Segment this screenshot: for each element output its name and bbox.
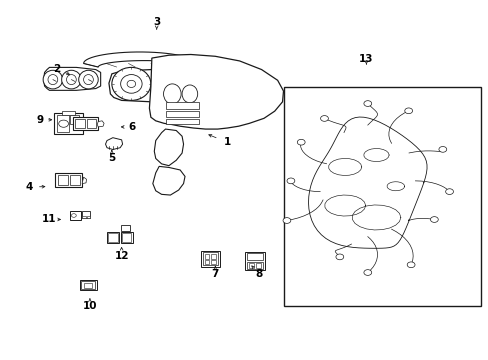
Text: 10: 10 [82, 301, 97, 311]
Circle shape [445, 189, 452, 194]
Text: 13: 13 [358, 54, 373, 64]
Text: 3: 3 [153, 17, 160, 27]
Text: 11: 11 [42, 215, 57, 224]
Ellipse shape [79, 70, 98, 89]
Text: 1: 1 [224, 138, 231, 147]
Circle shape [335, 254, 343, 260]
Bar [107, 232, 119, 243]
Circle shape [297, 139, 305, 145]
Bar [61, 111, 75, 116]
Text: 7: 7 [211, 269, 219, 279]
Circle shape [407, 262, 414, 267]
Bar [70, 211, 81, 220]
Bar [249, 263, 254, 268]
Bar [165, 119, 198, 125]
Bar [70, 175, 80, 185]
Circle shape [363, 101, 371, 107]
Polygon shape [109, 69, 195, 102]
Ellipse shape [43, 70, 62, 89]
Ellipse shape [121, 75, 142, 93]
Text: 9: 9 [36, 115, 43, 125]
Bar [55, 173, 82, 187]
Bar [86, 119, 96, 129]
Bar [284, 87, 480, 306]
Ellipse shape [162, 75, 182, 93]
Bar [211, 260, 216, 264]
Circle shape [363, 270, 371, 275]
Ellipse shape [83, 75, 93, 85]
Text: 4: 4 [25, 182, 33, 192]
Ellipse shape [127, 80, 135, 87]
Circle shape [320, 116, 328, 121]
Ellipse shape [66, 75, 76, 85]
Bar [247, 262, 263, 269]
Bar [73, 117, 98, 130]
Ellipse shape [182, 85, 197, 103]
Bar [108, 233, 118, 242]
Bar [200, 251, 220, 267]
Bar [58, 175, 68, 185]
Bar [81, 216, 86, 219]
Bar [54, 113, 82, 134]
Bar [204, 260, 209, 264]
Ellipse shape [48, 75, 58, 85]
Circle shape [438, 147, 446, 152]
Circle shape [71, 214, 76, 217]
Bar [247, 253, 263, 260]
Polygon shape [43, 67, 101, 90]
Bar [256, 263, 261, 268]
Circle shape [404, 108, 412, 114]
Bar [122, 233, 131, 242]
Polygon shape [83, 52, 195, 67]
Bar [70, 116, 79, 124]
Bar [75, 119, 84, 129]
Polygon shape [97, 121, 104, 127]
Bar [121, 232, 133, 243]
Polygon shape [149, 54, 283, 129]
Ellipse shape [112, 67, 151, 100]
Ellipse shape [168, 81, 176, 87]
Text: 5: 5 [108, 153, 115, 163]
Text: 12: 12 [114, 251, 129, 261]
Circle shape [286, 178, 294, 184]
Bar [204, 254, 209, 258]
Circle shape [429, 217, 437, 222]
Bar [165, 102, 198, 109]
Bar [245, 252, 264, 270]
Bar [87, 216, 90, 219]
Ellipse shape [154, 68, 190, 100]
Text: 6: 6 [128, 122, 136, 132]
Bar [80, 280, 97, 291]
Bar [81, 211, 90, 219]
Polygon shape [154, 129, 183, 166]
Ellipse shape [163, 84, 181, 104]
Ellipse shape [61, 70, 81, 89]
Text: 2: 2 [53, 64, 61, 74]
Text: 8: 8 [255, 269, 262, 279]
Bar [202, 252, 218, 265]
Bar [57, 116, 69, 132]
Bar [83, 283, 92, 288]
Bar [81, 281, 95, 289]
Circle shape [59, 120, 68, 127]
Bar [211, 254, 216, 258]
Bar [165, 111, 198, 117]
Polygon shape [153, 166, 184, 195]
Polygon shape [105, 138, 122, 149]
Circle shape [283, 218, 290, 224]
Bar [121, 225, 130, 231]
Polygon shape [82, 177, 86, 184]
